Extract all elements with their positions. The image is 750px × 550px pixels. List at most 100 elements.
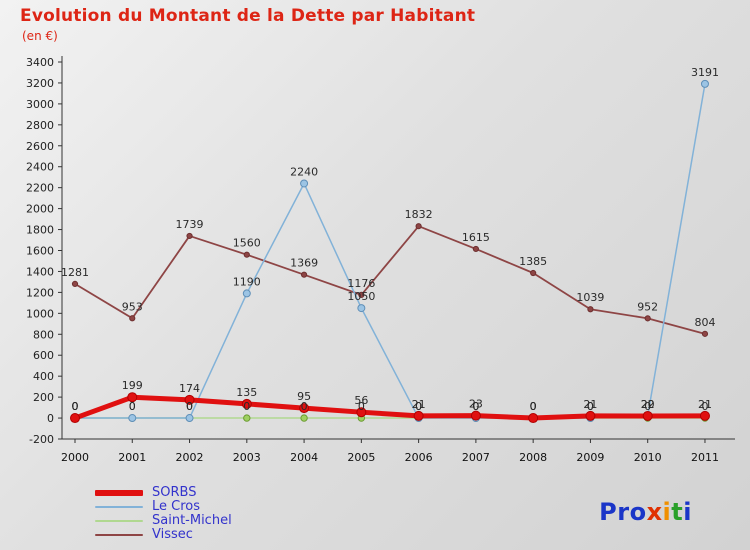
legend-item-vissec: Vissec	[95, 528, 232, 542]
svg-text:0: 0	[72, 400, 79, 413]
svg-text:1385: 1385	[519, 255, 547, 268]
svg-text:1050: 1050	[347, 290, 375, 303]
svg-text:0: 0	[472, 400, 479, 413]
svg-text:0: 0	[129, 400, 136, 413]
svg-text:0: 0	[301, 400, 308, 413]
svg-text:2011: 2011	[691, 451, 719, 464]
svg-text:2003: 2003	[233, 451, 261, 464]
svg-text:21: 21	[583, 398, 597, 411]
svg-text:2008: 2008	[519, 451, 547, 464]
svg-text:0: 0	[47, 412, 54, 425]
legend-item-sorbs: SORBS	[95, 486, 232, 500]
svg-text:2006: 2006	[405, 451, 433, 464]
svg-text:0: 0	[186, 400, 193, 413]
svg-text:0: 0	[530, 400, 537, 413]
logo-letter: t	[671, 498, 684, 526]
logo-letter: i	[683, 498, 692, 526]
logo-letter: r	[617, 498, 630, 526]
legend-swatch	[95, 534, 143, 536]
svg-text:20: 20	[641, 398, 655, 411]
svg-text:3200: 3200	[26, 77, 54, 90]
svg-text:56: 56	[354, 394, 368, 407]
legend-label: Vissec	[152, 527, 193, 542]
svg-text:600: 600	[33, 349, 54, 362]
svg-text:95: 95	[297, 390, 311, 403]
svg-text:1190: 1190	[233, 275, 261, 288]
legend-label: SORBS	[152, 485, 197, 500]
svg-text:199: 199	[122, 379, 143, 392]
svg-text:1739: 1739	[176, 218, 204, 231]
proxiti-logo: Proxiti	[599, 498, 692, 526]
svg-text:22: 22	[641, 398, 655, 411]
svg-text:3191: 3191	[691, 66, 719, 79]
svg-text:1560: 1560	[233, 237, 261, 250]
legend-swatch	[95, 506, 143, 508]
svg-text:0: 0	[72, 400, 79, 413]
svg-text:1400: 1400	[26, 265, 54, 278]
svg-text:2001: 2001	[118, 451, 146, 464]
chart-subtitle: (en €)	[22, 29, 58, 43]
svg-text:2600: 2600	[26, 140, 54, 153]
svg-text:2000: 2000	[61, 451, 89, 464]
legend-swatch	[95, 490, 143, 496]
svg-text:0: 0	[72, 400, 79, 413]
svg-text:0: 0	[129, 400, 136, 413]
svg-text:2004: 2004	[290, 451, 318, 464]
svg-text:2005: 2005	[347, 451, 375, 464]
svg-text:1600: 1600	[26, 245, 54, 258]
svg-text:0: 0	[472, 400, 479, 413]
logo-letter: x	[646, 498, 663, 526]
svg-text:0: 0	[358, 400, 365, 413]
svg-text:1176: 1176	[347, 277, 375, 290]
svg-text:1832: 1832	[405, 208, 433, 221]
svg-text:1281: 1281	[61, 266, 89, 279]
svg-text:0: 0	[415, 400, 422, 413]
legend-swatch	[95, 520, 143, 522]
svg-text:1369: 1369	[290, 257, 318, 270]
legend-label: Saint-Michel	[152, 513, 232, 528]
svg-text:2002: 2002	[176, 451, 204, 464]
svg-text:0: 0	[415, 400, 422, 413]
svg-text:2240: 2240	[290, 165, 318, 178]
legend-label: Le Cros	[152, 499, 201, 514]
svg-text:804: 804	[694, 316, 715, 329]
svg-text:-200: -200	[29, 433, 54, 446]
svg-text:952: 952	[637, 300, 658, 313]
svg-text:0: 0	[530, 400, 537, 413]
svg-text:0: 0	[186, 400, 193, 413]
svg-text:3000: 3000	[26, 98, 54, 111]
svg-text:0: 0	[530, 400, 537, 413]
svg-text:2010: 2010	[634, 451, 662, 464]
logo-letter: o	[629, 498, 647, 526]
svg-text:953: 953	[122, 300, 143, 313]
chart-title: Evolution du Montant de la Dette par Hab…	[20, 6, 476, 26]
svg-text:2000: 2000	[26, 203, 54, 216]
svg-text:0: 0	[587, 400, 594, 413]
svg-text:2200: 2200	[26, 182, 54, 195]
legend: SORBS Le Cros Saint-Michel Vissec	[95, 486, 232, 542]
svg-text:0: 0	[587, 400, 594, 413]
svg-text:1039: 1039	[576, 291, 604, 304]
svg-text:1000: 1000	[26, 307, 54, 320]
logo-letter: P	[599, 498, 618, 526]
svg-text:0: 0	[701, 400, 708, 413]
svg-text:23: 23	[469, 398, 483, 411]
svg-text:1615: 1615	[462, 231, 490, 244]
svg-text:0: 0	[243, 400, 250, 413]
legend-item-saint-michel: Saint-Michel	[95, 514, 232, 528]
svg-text:1200: 1200	[26, 286, 54, 299]
svg-text:174: 174	[179, 382, 200, 395]
svg-text:3400: 3400	[26, 56, 54, 69]
svg-text:2009: 2009	[576, 451, 604, 464]
legend-item-le-cros: Le Cros	[95, 500, 232, 514]
svg-text:800: 800	[33, 328, 54, 341]
svg-text:0: 0	[644, 400, 651, 413]
svg-text:2400: 2400	[26, 161, 54, 174]
svg-text:2800: 2800	[26, 119, 54, 132]
svg-text:21: 21	[698, 398, 712, 411]
logo-letter: i	[662, 498, 672, 526]
svg-text:200: 200	[33, 391, 54, 404]
svg-text:1800: 1800	[26, 224, 54, 237]
